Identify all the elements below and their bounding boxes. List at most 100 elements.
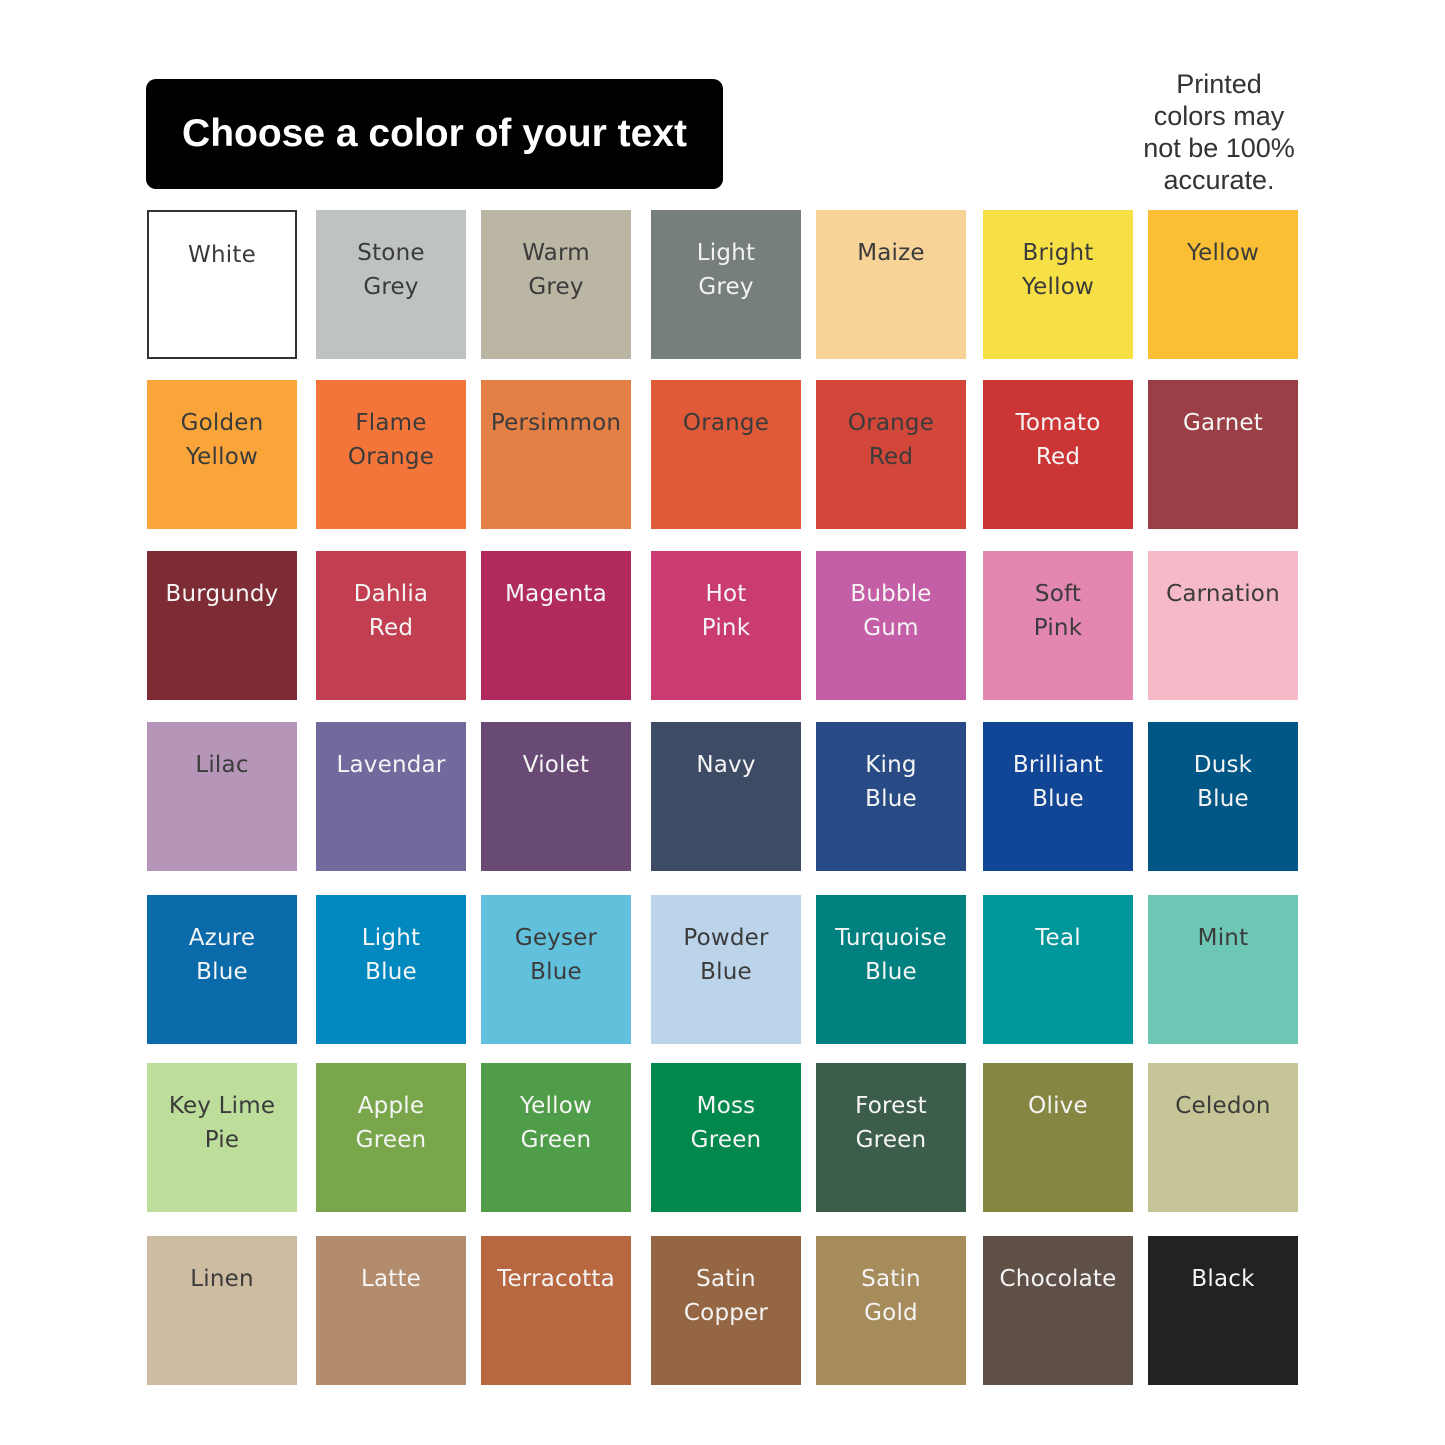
color-name: Yellow Green xyxy=(519,1093,592,1153)
color-name: Olive xyxy=(1028,1093,1088,1119)
color-swatch[interactable]: Olive xyxy=(983,1063,1133,1212)
color-name: Powder Blue xyxy=(683,925,769,985)
color-swatch[interactable]: Warm Grey xyxy=(481,210,631,359)
color-swatch[interactable]: Powder Blue xyxy=(651,895,801,1044)
color-swatch[interactable]: Hot Pink xyxy=(651,551,801,700)
color-swatch[interactable]: Bright Yellow xyxy=(983,210,1133,359)
color-name: Lavendar xyxy=(336,752,446,778)
color-swatch[interactable]: Stone Grey xyxy=(316,210,466,359)
color-swatch[interactable]: Burgundy xyxy=(147,551,297,700)
color-swatch[interactable]: Garnet xyxy=(1148,380,1298,529)
color-swatch[interactable]: Bubble Gum xyxy=(816,551,966,700)
color-name: White xyxy=(188,242,256,268)
color-name: Terracotta xyxy=(497,1266,615,1292)
color-name: Burgundy xyxy=(165,581,279,607)
color-name: Satin Copper xyxy=(683,1266,769,1326)
color-name: Geyser Blue xyxy=(514,925,598,985)
color-swatch[interactable]: Tomato Red xyxy=(983,380,1133,529)
color-name: Yellow xyxy=(1186,240,1259,266)
color-name: Light Grey xyxy=(696,240,756,300)
color-swatch[interactable]: White xyxy=(147,210,297,359)
color-swatch[interactable]: Dahlia Red xyxy=(316,551,466,700)
color-swatch[interactable]: Lilac xyxy=(147,722,297,871)
color-swatch[interactable]: Satin Gold xyxy=(816,1236,966,1385)
title-banner: Choose a color of your text xyxy=(146,79,723,189)
color-swatch[interactable]: Celedon xyxy=(1148,1063,1298,1212)
color-name: Apple Green xyxy=(355,1093,427,1153)
color-swatch[interactable]: Chocolate xyxy=(983,1236,1133,1385)
color-name: Stone Grey xyxy=(357,240,425,300)
color-swatch[interactable]: Linen xyxy=(147,1236,297,1385)
color-swatch[interactable]: Azure Blue xyxy=(147,895,297,1044)
color-swatch[interactable]: Light Blue xyxy=(316,895,466,1044)
color-name: Chocolate xyxy=(999,1266,1117,1292)
color-name: Dusk Blue xyxy=(1193,752,1253,812)
color-swatch[interactable]: Carnation xyxy=(1148,551,1298,700)
color-swatch[interactable]: Dusk Blue xyxy=(1148,722,1298,871)
color-name: Persimmon xyxy=(490,410,622,436)
color-swatch[interactable]: Latte xyxy=(316,1236,466,1385)
color-name: Carnation xyxy=(1166,581,1280,607)
color-name: Celedon xyxy=(1175,1093,1271,1119)
color-swatch[interactable]: Turquoise Blue xyxy=(816,895,966,1044)
color-name: Soft Pink xyxy=(1033,581,1083,641)
color-name: Mint xyxy=(1197,925,1249,951)
color-name: Warm Grey xyxy=(522,240,590,300)
color-swatch[interactable]: Persimmon xyxy=(481,380,631,529)
color-name: Teal xyxy=(1035,925,1081,951)
color-name: Orange xyxy=(682,410,770,436)
color-swatch[interactable]: Satin Copper xyxy=(651,1236,801,1385)
color-name: Hot Pink xyxy=(701,581,751,641)
color-name: King Blue xyxy=(865,752,917,812)
color-name: Magenta xyxy=(505,581,607,607)
color-swatch[interactable]: Yellow Green xyxy=(481,1063,631,1212)
color-name: Forest Green xyxy=(855,1093,927,1153)
color-swatch[interactable]: Apple Green xyxy=(316,1063,466,1212)
color-name: Moss Green xyxy=(690,1093,762,1153)
color-name: Linen xyxy=(190,1266,254,1292)
color-name: Garnet xyxy=(1183,410,1263,436)
color-swatch[interactable]: Forest Green xyxy=(816,1063,966,1212)
color-name: Brilliant Blue xyxy=(1012,752,1104,812)
color-name: Maize xyxy=(857,240,925,266)
color-swatch[interactable]: Soft Pink xyxy=(983,551,1133,700)
color-swatch[interactable]: Moss Green xyxy=(651,1063,801,1212)
color-name: Bubble Gum xyxy=(850,581,932,641)
color-name: Bright Yellow xyxy=(1021,240,1094,300)
color-swatch[interactable]: Key Lime Pie xyxy=(147,1063,297,1212)
color-name: Navy xyxy=(696,752,756,778)
color-swatch[interactable]: Orange Red xyxy=(816,380,966,529)
color-name: Key Lime Pie xyxy=(168,1093,276,1153)
color-swatch[interactable]: Black xyxy=(1148,1236,1298,1385)
color-swatch[interactable]: Maize xyxy=(816,210,966,359)
color-swatch[interactable]: Brilliant Blue xyxy=(983,722,1133,871)
accuracy-note: Printed colors may not be 100% accurate. xyxy=(1130,68,1308,196)
color-name: Turquoise Blue xyxy=(835,925,947,985)
color-name: Latte xyxy=(360,1266,422,1292)
color-swatch[interactable]: Teal xyxy=(983,895,1133,1044)
color-swatch[interactable]: Terracotta xyxy=(481,1236,631,1385)
color-swatch[interactable]: Navy xyxy=(651,722,801,871)
color-name: Golden Yellow xyxy=(180,410,264,470)
color-swatch[interactable]: Golden Yellow xyxy=(147,380,297,529)
accuracy-note-text: Printed colors may not be 100% accurate. xyxy=(1143,69,1295,195)
color-name: Light Blue xyxy=(361,925,421,985)
color-name: Dahlia Red xyxy=(353,581,429,641)
color-swatch[interactable]: Lavendar xyxy=(316,722,466,871)
color-swatch[interactable]: Light Grey xyxy=(651,210,801,359)
color-name: Violet xyxy=(522,752,590,778)
color-name: Azure Blue xyxy=(188,925,256,985)
color-name: Black xyxy=(1191,1266,1255,1292)
color-swatch[interactable]: Magenta xyxy=(481,551,631,700)
color-name: Orange Red xyxy=(847,410,935,470)
color-swatch[interactable]: Violet xyxy=(481,722,631,871)
color-swatch[interactable]: Orange xyxy=(651,380,801,529)
color-swatch[interactable]: Flame Orange xyxy=(316,380,466,529)
color-swatch[interactable]: Mint xyxy=(1148,895,1298,1044)
page-title: Choose a color of your text xyxy=(182,112,687,155)
color-swatch[interactable]: Geyser Blue xyxy=(481,895,631,1044)
color-name: Tomato Red xyxy=(1015,410,1101,470)
color-name: Lilac xyxy=(195,752,249,778)
color-swatch[interactable]: Yellow xyxy=(1148,210,1298,359)
color-swatch[interactable]: King Blue xyxy=(816,722,966,871)
